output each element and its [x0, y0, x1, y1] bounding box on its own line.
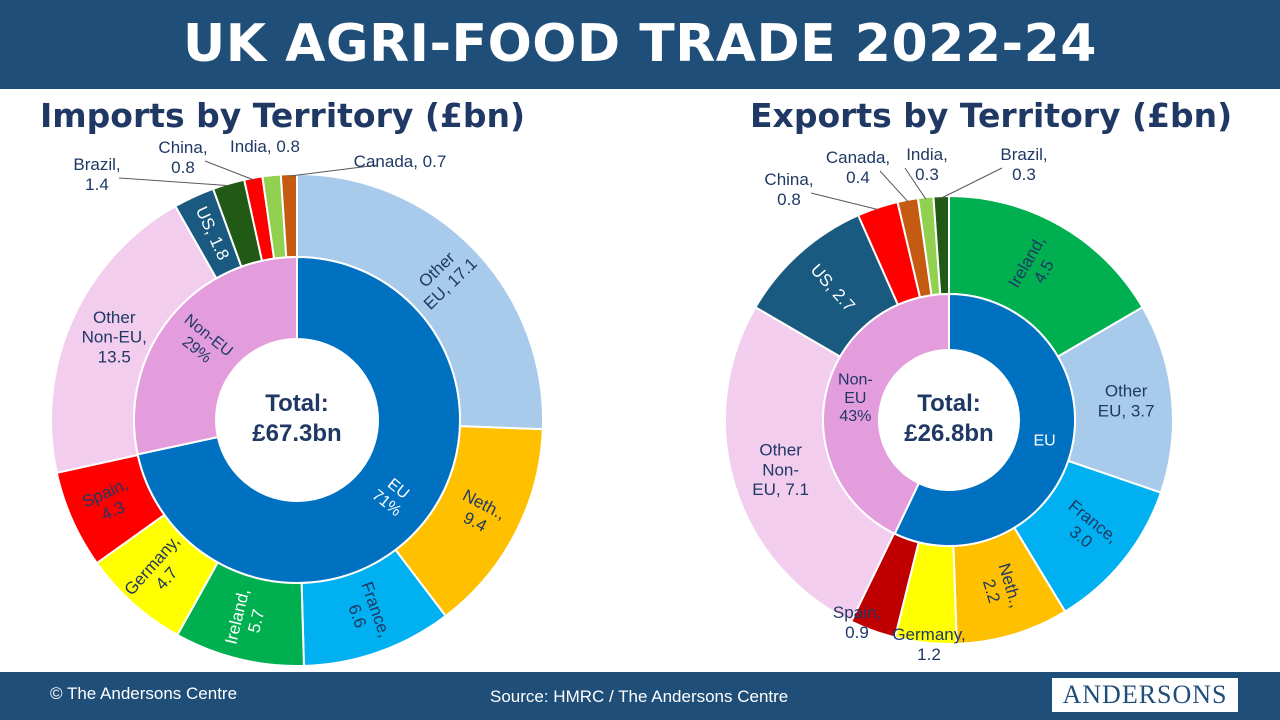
exports-leader-india: [904, 167, 927, 200]
exports-label-other-eu: Other EU, 3.7: [1098, 382, 1155, 421]
exports-center-total-label: Total:: [917, 390, 981, 417]
exports-chart-title: Exports by Territory (£bn): [750, 96, 1233, 135]
exports-inner-slice-non-eu: [822, 292, 950, 536]
imports-leader-canada: [288, 164, 379, 177]
imports-leader-china: [204, 160, 254, 181]
exports-center-total-value: £26.8bn: [904, 420, 993, 447]
exports-inner-label-eu: EU: [1033, 433, 1055, 450]
source-text: Source: HMRC / The Andersons Centre: [490, 687, 789, 706]
exports-label-other-non-eu: Other Non-EU, 7.1: [752, 441, 809, 499]
andersons-logo: ANDERSONS: [1052, 678, 1238, 712]
exports-inner-label-non-eu: Non-EU 43%: [838, 372, 873, 426]
copyright-text: © The Andersons Centre: [50, 684, 238, 703]
exports-label-spain: Spain, 0.9: [833, 604, 881, 643]
page-title: UK AGRI-FOOD TRADE 2022-24: [183, 14, 1097, 74]
imports-inner-slice-non-eu: [133, 255, 298, 456]
imports-center-total-label: Total:: [265, 390, 329, 417]
imports-leader-brazil: [118, 177, 230, 187]
exports-leader-canada: [879, 170, 909, 203]
title-banner: UK AGRI-FOOD TRADE 2022-24: [0, 0, 1280, 89]
exports-label-brazil: Brazil, 0.3: [1000, 146, 1047, 185]
imports-label-brazil: Brazil, 1.4: [73, 156, 120, 195]
imports-label-china: China, 0.8: [158, 139, 207, 178]
imports-label-canada: Canada, 0.7: [354, 152, 447, 171]
imports-chart-title: Imports by Territory (£bn): [40, 96, 526, 135]
imports-label-other-non-eu: Other Non-EU, 13.5: [82, 309, 147, 367]
imports-label-india: India, 0.8: [230, 137, 300, 156]
exports-leader-brazil: [941, 167, 1003, 199]
imports-inner-slice-eu: [136, 255, 461, 584]
donut-charts: OtherEU, 17.1Neth.,9.4France,6.6Ireland,…: [50, 137, 1174, 667]
exports-inner-slice-eu: [893, 292, 1076, 547]
exports-label-china: China, 0.8: [764, 171, 813, 210]
exports-leader-china: [810, 192, 879, 211]
exports-label-canada: Canada, 0.4: [826, 149, 890, 188]
exports-label-india: India, 0.3: [906, 146, 948, 185]
footer-bar: © The Andersons Centre Source: HMRC / Th…: [0, 672, 1280, 720]
imports-center-total-value: £67.3bn: [252, 420, 341, 447]
exports-label-germany: Germany, 1.2: [892, 626, 965, 665]
imports-label-neth: Neth.,9.4: [450, 486, 508, 541]
